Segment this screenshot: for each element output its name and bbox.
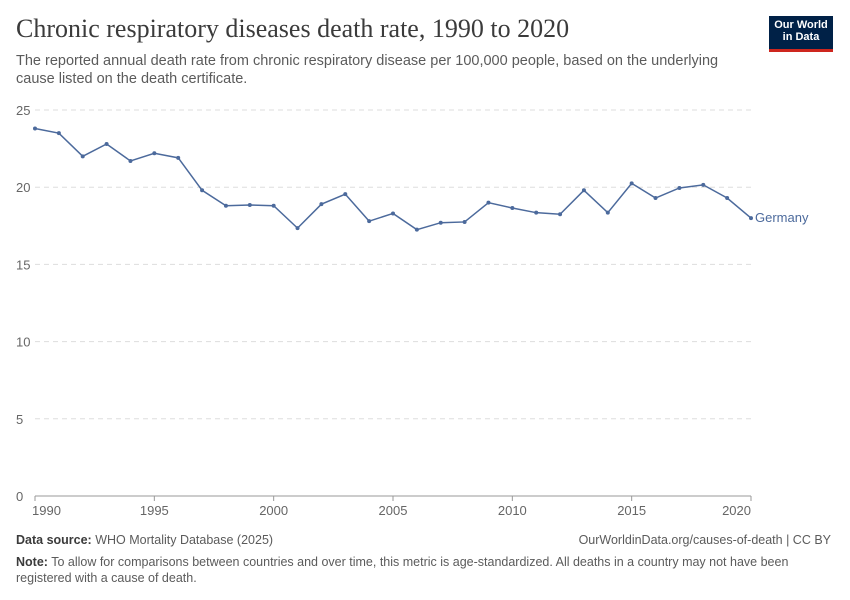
- data-point: [391, 211, 395, 216]
- x-tick-label: 1995: [140, 503, 169, 518]
- y-tick-label: 0: [16, 489, 23, 504]
- data-point: [367, 219, 372, 224]
- data-point: [677, 185, 682, 190]
- data-point: [414, 227, 419, 232]
- y-tick-label: 20: [16, 180, 30, 195]
- note: Note: To allow for comparisons between c…: [16, 554, 826, 586]
- data-point: [176, 155, 181, 160]
- data-point: [223, 203, 228, 208]
- y-tick-label: 25: [16, 103, 30, 118]
- data-point: [581, 188, 586, 193]
- data-point: [33, 126, 37, 131]
- data-point: [605, 210, 610, 215]
- data-point: [295, 226, 300, 231]
- data-point: [749, 216, 753, 221]
- data-point: [629, 181, 634, 186]
- data-point: [653, 196, 658, 201]
- data-point: [725, 196, 730, 201]
- data-point: [534, 210, 539, 215]
- y-tick-label: 10: [16, 335, 30, 350]
- x-tick-label: 2005: [379, 503, 408, 518]
- data-point: [319, 202, 324, 207]
- source-url[interactable]: OurWorldinData.org/causes-of-death | CC …: [578, 533, 831, 547]
- chart-subtitle: The reported annual death rate from chro…: [16, 53, 719, 87]
- data-point: [438, 220, 443, 225]
- data-point: [343, 192, 348, 197]
- data-point: [271, 203, 276, 208]
- chart-title: Chronic respiratory diseases death rate,…: [16, 14, 570, 43]
- source-text: WHO Mortality Database (2025): [95, 533, 274, 547]
- data-point: [247, 202, 252, 207]
- data-point: [128, 158, 133, 163]
- data-point: [152, 151, 157, 156]
- series-label: Germany: [755, 210, 809, 225]
- x-tick-label: 2020: [722, 503, 751, 518]
- owid-logo[interactable]: Our World in Data: [769, 16, 833, 52]
- x-tick-label: 1990: [32, 503, 61, 518]
- data-point: [104, 141, 109, 146]
- data-point: [200, 188, 205, 193]
- x-tick-label: 2000: [259, 503, 288, 518]
- note-label: Note:: [16, 555, 48, 569]
- data-point: [462, 219, 467, 224]
- x-tick-label: 2015: [617, 503, 646, 518]
- y-tick-label: 15: [16, 257, 30, 272]
- data-point: [510, 206, 515, 211]
- data-point: [701, 182, 706, 187]
- note-text: To allow for comparisons between countri…: [16, 555, 789, 585]
- source-label: Data source:: [16, 533, 92, 547]
- data-point: [80, 154, 85, 159]
- data-point: [558, 212, 563, 217]
- y-tick-label: 5: [16, 412, 23, 427]
- data-point: [486, 200, 491, 205]
- data-point: [56, 131, 61, 136]
- data-source: Data source: WHO Mortality Database (202…: [16, 533, 273, 547]
- x-tick-label: 2010: [498, 503, 527, 518]
